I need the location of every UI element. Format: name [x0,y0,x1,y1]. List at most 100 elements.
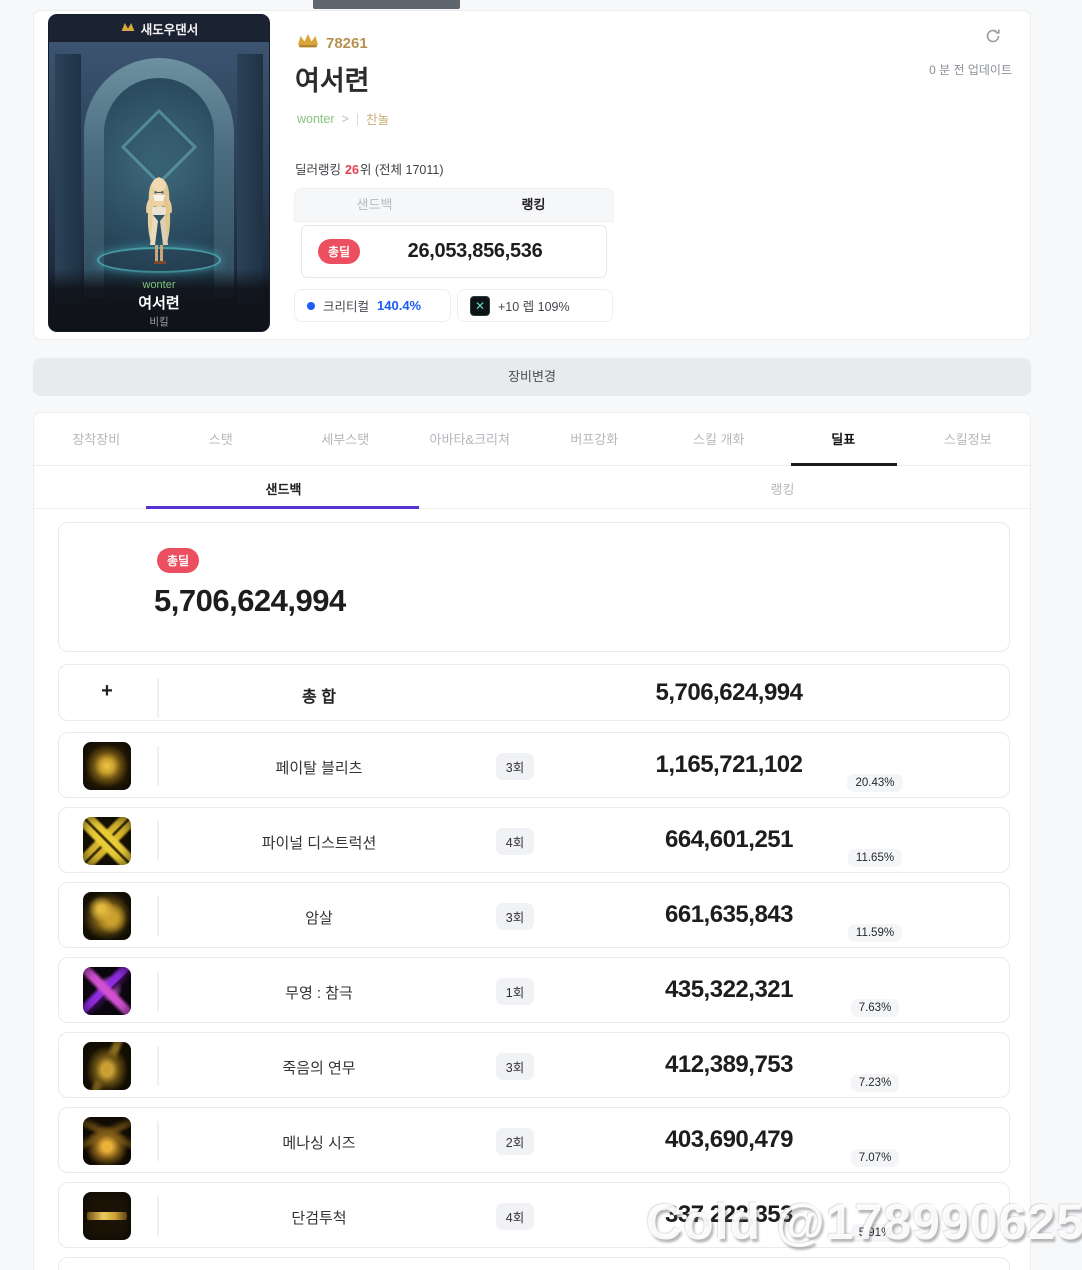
breadcrumb-server[interactable]: wonter [297,111,335,126]
card-character-name: 여서련 [138,295,180,312]
skill-name: 메나싱 시즈 [282,1135,356,1152]
subtab-sandbag[interactable]: 샌드백 [265,482,302,497]
skill-row[interactable]: 단검투척 4회 337,222,353 5.91% [58,1182,1010,1248]
page-title-character-name: 여서련 [295,66,370,96]
class-badge-icon [120,21,136,36]
skill-name: 페이탈 블리츠 [275,760,363,777]
rank-suffix: 위 (전체 17011) [359,163,444,177]
damage-percent-badge: 11.65% [847,849,903,867]
hit-count-badge: 4회 [495,1203,535,1230]
skill-icon-final-destruction [83,817,131,865]
tab-skill-bloom[interactable]: 스킬 개화 [693,432,745,447]
row-divider [157,1046,159,1086]
skill-name: 죽음의 연무 [282,1060,356,1077]
total-damage-badge: 총딜 [157,548,200,573]
scene-pillar [237,54,263,304]
fame-crown-icon [297,33,319,53]
skill-name: 파이널 디스트럭션 [261,835,377,852]
tab-buff-enhance[interactable]: 버프강화 [570,432,619,447]
row-divider [157,971,159,1011]
equipment-change-button[interactable]: 장비변경 [33,358,1031,396]
main-card: 장착장비 스탯 세부스탯 아바타&크리쳐 버프강화 스킬 개화 딜표 스킬정보 … [33,412,1031,1270]
character-figure [124,169,194,279]
skill-row[interactable]: 파이널 디스트럭션 4회 664,601,251 11.65% [58,807,1010,873]
rank-value: 26 [345,163,359,177]
character-scene: wonter 여서련 비킬 [49,42,269,331]
card-adventure-group: 비킬 [149,316,169,328]
synergy-label: +10 렙 109% [498,300,570,314]
top-scrollbar-remnant [313,0,460,9]
damage-percent-badge: 7.63% [850,999,900,1017]
character-card-footer: wonter 여서련 비킬 [49,269,269,331]
row-divider [157,821,159,861]
tab-equipment[interactable]: 장착장비 [72,432,121,447]
profile-card: 새도우댄서 [33,10,1031,340]
main-tab-bar: 장착장비 스탯 세부스탯 아바타&크리쳐 버프강화 스킬 개화 딜표 스킬정보 [34,413,1030,466]
skill-name: 단검투척 [291,1210,347,1227]
skill-icon-fatal-blitz [83,742,131,790]
skill-damage-value: 664,601,251 [665,826,793,853]
expand-plus-button[interactable]: + [101,680,113,702]
skill-damage-value: 661,635,843 [665,901,793,928]
tab-ranking[interactable]: 랭킹 [521,197,546,212]
skill-icon-assassination [83,892,131,940]
skill-icon-menacing-siege [83,1117,131,1165]
row-divider [157,1196,159,1236]
sub-tab-bar: 샌드백 랭킹 [34,466,1030,509]
tab-sandbag[interactable]: 샌드백 [356,197,393,212]
skill-icon-dagger-throw [83,1192,131,1240]
row-divider [157,896,159,936]
hit-count-badge: 3회 [495,753,535,780]
subtab-ranking[interactable]: 랭킹 [770,482,795,497]
fame-value: 78261 [326,34,368,52]
tab-stats[interactable]: 스탯 [208,432,233,447]
hit-count-badge: 3회 [495,903,535,930]
fame-row: 78261 [297,33,368,53]
hit-count-badge: 4회 [495,828,535,855]
damage-percent-badge: 5.91% [850,1224,900,1242]
profile-damage-tabs: 샌드백 랭킹 [294,188,614,222]
skill-row[interactable]: 죽음의 연무 3회 412,389,753 7.23% [58,1032,1010,1098]
critical-value: 140.4% [377,298,422,313]
summary-label: 총 합 [302,689,336,706]
row-divider [157,746,159,786]
rank-prefix: 딜러랭킹 [295,163,342,177]
character-portrait-card: 새도우댄서 [49,15,269,331]
tab-avatar-creature[interactable]: 아바타&크리쳐 [429,432,510,447]
skill-icon-shadow-tragedy [83,967,131,1015]
summary-value: 5,706,624,994 [655,679,803,706]
tab-skill-info[interactable]: 스킬정보 [943,432,992,447]
skill-damage-value: 435,322,321 [665,976,793,1003]
breadcrumb-divider: | [355,111,360,126]
skill-damage-value: 403,690,479 [665,1126,793,1153]
tab-damage-table[interactable]: 딜표 [831,432,856,447]
skill-damage-value: 1,165,721,102 [655,751,803,778]
breadcrumb-guild[interactable]: 찬놀 [366,113,390,127]
skill-row[interactable]: 암살 3회 661,635,843 11.59% [58,882,1010,948]
chevron-right-icon: > [341,111,349,126]
updated-timestamp: 0 분 전 업데이트 [929,63,1012,77]
skill-row[interactable]: 페이탈 블리츠 3회 1,165,721,102 20.43% [58,732,1010,798]
scene-pillar [55,54,81,304]
skill-row[interactable]: 메나싱 시즈 2회 403,690,479 7.07% [58,1107,1010,1173]
profile-total-damage-box: 총딜 26,053,856,536 [301,225,607,278]
sandbag-total-card: 총딜 5,706,624,994 [58,522,1010,652]
summary-row[interactable]: + 총 합 5,706,624,994 [58,664,1010,721]
damage-percent-badge: 7.07% [850,1149,900,1167]
skill-row-partial[interactable] [58,1257,1010,1270]
refresh-button[interactable] [984,27,1002,50]
skill-name: 무영 : 참극 [285,985,353,1002]
skill-row[interactable]: 무영 : 참극 1회 435,322,321 7.63% [58,957,1010,1023]
class-title-bar: 새도우댄서 [49,15,269,42]
critical-chip: 크리티컬 140.4% [294,289,451,322]
critical-label: 크리티컬 [323,300,370,314]
skill-damage-value: 337,222,353 [665,1201,793,1228]
synergy-chip: ✕ +10 렙 109% [457,289,613,322]
damage-percent-badge: 20.43% [847,774,903,792]
row-divider [157,1121,159,1161]
profile-total-damage-value: 26,053,856,536 [407,240,543,262]
card-server: wonter [142,279,176,291]
sandbag-total-value: 5,706,624,994 [154,583,346,618]
tab-detail-stats[interactable]: 세부스탯 [321,432,370,447]
